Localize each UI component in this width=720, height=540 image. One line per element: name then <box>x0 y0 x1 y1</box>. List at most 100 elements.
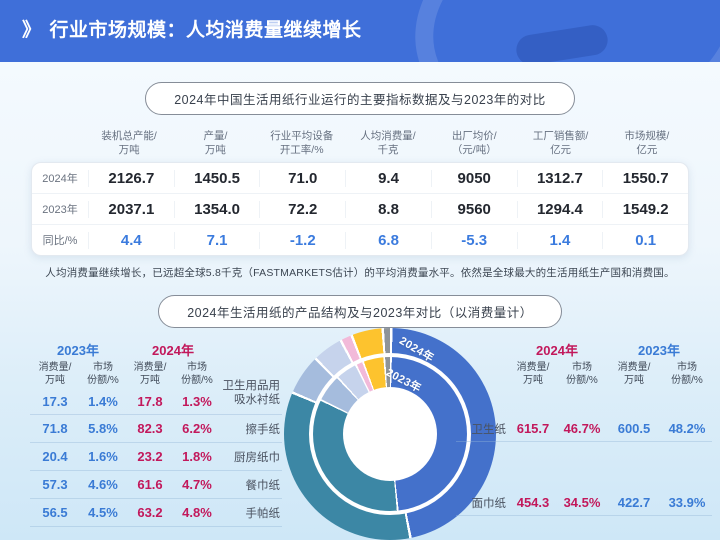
year-header-2024: 2024年 <box>152 343 194 358</box>
cell: 1.4% <box>88 393 118 409</box>
col-price: 出厂均价/（元/吨） <box>451 130 497 157</box>
cell: 4.6% <box>88 477 118 492</box>
col-per-capita: 人均消费量/千克 <box>360 130 416 157</box>
cell: 454.3 <box>516 495 550 510</box>
cell: 615.7 <box>516 421 550 436</box>
cell: 48.2% <box>668 421 706 436</box>
cell: 1549.2 <box>602 200 688 218</box>
cell: 6.2% <box>182 421 212 436</box>
donut-chart: 2024年 2023年 <box>284 328 496 540</box>
table-row-napkin: 57.3 4.6% 61.6 4.7% 餐巾纸 <box>30 471 282 499</box>
cell: 1550.7 <box>602 169 688 187</box>
cell: 1.3% <box>182 393 212 409</box>
row-label: 2023年 <box>42 204 78 217</box>
cell: 17.3 <box>42 393 68 409</box>
subheader: 消费量/万吨 <box>38 362 72 386</box>
cell: 71.8 <box>42 421 68 436</box>
col-output: 产量/万吨 <box>203 130 228 157</box>
cell: 7.1 <box>173 231 260 249</box>
year-header-2023: 2023年 <box>638 343 680 358</box>
footnote: 人均消费量继续增长，已远超全球5.8千克（FASTMARKETS估计）的平均消费… <box>45 267 675 280</box>
cell: 2126.7 <box>88 169 174 187</box>
cell: 1294.4 <box>516 200 603 218</box>
cell: 9560 <box>430 200 517 218</box>
table-row-handkerchief: 56.5 4.5% 63.2 4.8% 手帕纸 <box>30 499 282 527</box>
cell: 2037.1 <box>88 200 174 218</box>
indicator-table-header: 装机总产能/万吨 产量/万吨 行业平均设备 开工率/% 人均消费量/千克 出厂均价… <box>30 125 690 160</box>
cell: 9050 <box>430 169 517 187</box>
table-row-facial-tissue: 面巾纸 454.3 34.5% 422.7 33.9% <box>456 490 712 516</box>
year-header-2023: 2023年 <box>57 343 99 358</box>
cell: 5.8% <box>88 421 118 436</box>
col-capacity: 装机总产能/万吨 <box>101 130 157 157</box>
subheader: 市场 份额/% <box>181 362 213 386</box>
cell: -5.3 <box>430 231 517 249</box>
section1-title-pill: 2024年中国生活用纸行业运行的主要指标数据及与2023年的对比 <box>145 82 575 115</box>
cell: 20.4 <box>42 449 68 464</box>
page-title-text: 行业市场规模：人均消费量继续增长 <box>49 20 362 41</box>
subheader: 市场 份额/% <box>87 362 119 386</box>
row-label: 2024年 <box>42 173 78 186</box>
cell: 1450.5 <box>173 169 260 187</box>
chevrons-icon: 》 <box>22 20 42 41</box>
category-label: 卫生纸 <box>471 423 507 436</box>
cell: 4.7% <box>182 477 212 492</box>
cell: 23.2 <box>137 449 163 464</box>
cell: 57.3 <box>42 477 68 492</box>
cell: 6.8 <box>345 231 431 249</box>
cell: 71.0 <box>259 169 345 187</box>
category-label: 餐巾纸 <box>245 479 281 492</box>
table-row-toilet-paper: 卫生纸 615.7 46.7% 600.5 48.2% <box>456 416 712 442</box>
category-label: 手帕纸 <box>245 507 281 520</box>
cell: 1354.0 <box>173 200 260 218</box>
cell: 56.5 <box>42 505 68 520</box>
cell: 4.5% <box>88 505 118 520</box>
cell: 72.2 <box>259 200 345 218</box>
right-product-table: 2024年 2023年 消费量/万吨 市场 份额/% 消费量/万吨 市场 份额/% … <box>456 340 714 516</box>
subheader: 消费量/万吨 <box>133 362 167 386</box>
col-market-size: 市场规模/亿元 <box>624 130 670 157</box>
subheader: 市场 份额/% <box>671 362 703 386</box>
subheader: 消费量/万吨 <box>516 362 550 386</box>
category-label: 卫生用品用 吸水衬纸 <box>222 380 281 407</box>
cell: 61.6 <box>137 477 163 492</box>
page-title: 》行业市场规模：人均消费量继续增长 <box>22 0 362 62</box>
cell: 82.3 <box>137 421 163 436</box>
category-label: 擦手纸 <box>245 423 281 436</box>
year-header-2024: 2024年 <box>536 343 578 358</box>
cell: 34.5% <box>563 495 601 510</box>
cell: -1.2 <box>259 231 345 249</box>
cell: 4.4 <box>88 231 174 249</box>
cell: 9.4 <box>345 169 431 187</box>
cell: 1.8% <box>182 449 212 464</box>
subheader: 消费量/万吨 <box>617 362 651 386</box>
product-structure-section: 2023年 2024年 消费量/万吨 市场 份额/% 消费量/万吨 市场 份额/% … <box>0 328 720 540</box>
donut-hole <box>343 387 437 481</box>
subheader: 市场 份额/% <box>566 362 598 386</box>
category-label: 面巾纸 <box>471 497 507 510</box>
cell: 1312.7 <box>516 169 603 187</box>
cell: 63.2 <box>137 505 163 520</box>
cell: 422.7 <box>617 495 651 510</box>
cell: 1.4 <box>516 231 603 249</box>
header-spacer <box>30 125 86 160</box>
cell: 1.6% <box>88 449 118 464</box>
table-row-2024: 2024年 2126.7 1450.5 71.0 9.4 9050 1312.7… <box>32 163 688 193</box>
category-label: 厨房纸巾 <box>234 451 280 464</box>
cell: 8.8 <box>345 200 431 218</box>
section2-title-pill: 2024年生活用纸的产品结构及与2023年对比（以消费量计） <box>158 295 562 329</box>
table-row-absorbent-liner: 17.3 1.4% 17.8 1.3% 卫生用品用 吸水衬纸 <box>30 380 282 415</box>
cell: 600.5 <box>617 421 651 436</box>
row-label: 同比/% <box>42 235 78 248</box>
table-row-yoy: 同比/% 4.4 7.1 -1.2 6.8 -5.3 1.4 0.1 <box>32 224 688 255</box>
cell: 0.1 <box>602 231 688 249</box>
left-product-table: 2023年 2024年 消费量/万吨 市场 份额/% 消费量/万吨 市场 份额/% … <box>30 340 282 527</box>
col-operating-rate: 行业平均设备 开工率/% <box>270 130 334 157</box>
cell: 46.7% <box>563 421 601 436</box>
cell: 17.8 <box>137 393 163 409</box>
table-row-hand-towel: 71.8 5.8% 82.3 6.2% 擦手纸 <box>30 415 282 443</box>
header-bar: 》行业市场规模：人均消费量继续增长 <box>0 0 720 62</box>
table-row-kitchen-towel: 20.4 1.6% 23.2 1.8% 厨房纸巾 <box>30 443 282 471</box>
col-factory-sales: 工厂销售额/亿元 <box>532 130 589 157</box>
